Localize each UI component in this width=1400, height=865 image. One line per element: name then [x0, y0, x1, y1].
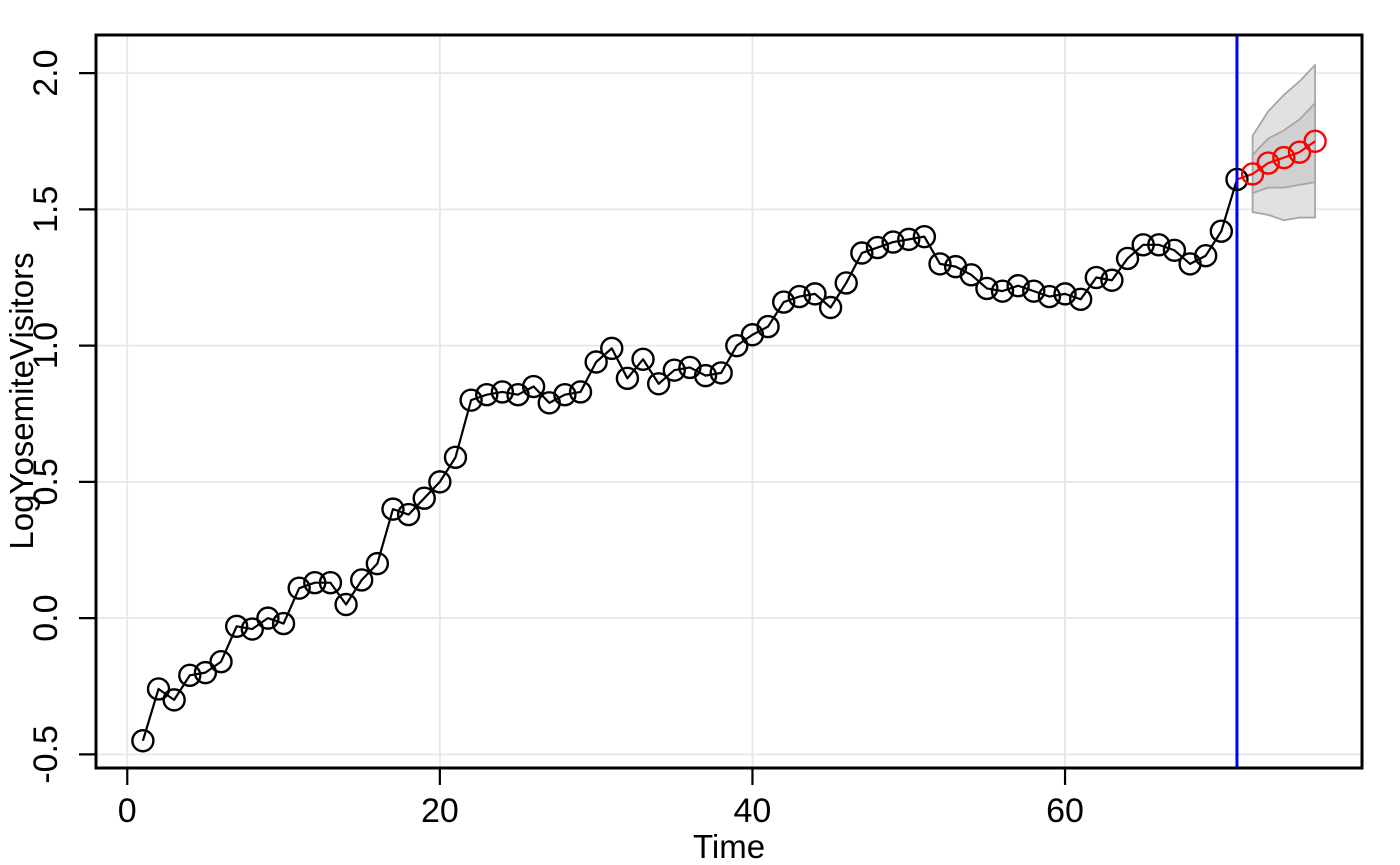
observed-point — [412, 486, 436, 510]
observed-point — [459, 388, 483, 412]
observed-point — [990, 279, 1015, 303]
observed-point — [725, 333, 749, 358]
observed-point — [787, 284, 812, 309]
observed-point — [1037, 284, 1062, 309]
observed-point — [350, 568, 374, 592]
observed-point — [287, 576, 311, 600]
observed-point — [303, 571, 327, 595]
observed-point — [1209, 219, 1234, 243]
observed-point — [615, 366, 640, 391]
x-tick-label: 20 — [421, 792, 459, 830]
observed-point — [1194, 244, 1218, 268]
observed-point — [772, 290, 796, 314]
observed-point — [975, 276, 999, 301]
observed-point — [396, 502, 421, 527]
observed-point — [490, 380, 515, 404]
observed-point — [271, 611, 296, 636]
observed-point — [631, 347, 655, 371]
observed-point — [381, 497, 405, 521]
observed-point — [959, 263, 983, 287]
observed-point — [865, 235, 890, 260]
observed-point — [646, 372, 671, 396]
observed-point — [224, 614, 249, 639]
y-tick-label: 0.0 — [27, 594, 65, 641]
observed-point — [1131, 233, 1155, 257]
y-tick-label: 0.5 — [27, 458, 65, 505]
observed-point — [1068, 287, 1093, 312]
observed-point — [318, 571, 343, 595]
observed-point — [1100, 268, 1124, 292]
observed-point — [193, 660, 218, 685]
forecast-line — [1236, 140, 1316, 181]
x-tick-label: 60 — [1046, 792, 1084, 830]
observed-point — [600, 336, 624, 361]
observed-point — [818, 295, 843, 320]
x-axis-title: Time — [692, 828, 766, 865]
observed-point — [1147, 233, 1171, 257]
x-tick-label: 0 — [118, 792, 137, 830]
observed-point — [475, 382, 499, 407]
observed-point — [178, 663, 202, 688]
observed-point — [1053, 282, 1077, 306]
x-tick-label: 40 — [734, 792, 772, 830]
observed-point — [756, 314, 780, 339]
observed-point — [693, 363, 718, 388]
observed-point — [709, 361, 733, 385]
observed-point — [365, 551, 390, 576]
observed-point — [146, 677, 171, 701]
observed-point — [584, 350, 608, 374]
observed-point — [568, 380, 593, 404]
observed-point — [912, 224, 937, 249]
observed-point — [1115, 246, 1140, 271]
forecast-point — [1256, 151, 1280, 175]
observed-point — [443, 445, 468, 470]
forecast-point — [1272, 145, 1296, 170]
observed-point — [162, 688, 186, 712]
forecast-point — [1240, 162, 1265, 186]
y-tick-label: 2.0 — [27, 50, 65, 97]
y-tick-label: 1.0 — [27, 322, 65, 369]
forecast-point — [1303, 129, 1327, 153]
observed-point — [1162, 238, 1187, 262]
observed-point — [1225, 167, 1249, 192]
observed-point — [521, 374, 546, 399]
observed-point — [1006, 273, 1030, 298]
observed-point — [334, 592, 358, 617]
y-axis-title: LogYosemiteVisitors — [3, 252, 40, 550]
observed-point — [553, 382, 577, 407]
observed-point — [881, 230, 905, 254]
observed-point — [1022, 279, 1046, 303]
observed-series-line — [141, 179, 1239, 742]
observed-point — [240, 617, 264, 641]
plot-border — [94, 33, 1364, 770]
y-tick-label: -0.5 — [27, 725, 65, 784]
observed-point — [928, 252, 952, 276]
forecast-point — [1287, 140, 1312, 164]
observed-point — [209, 650, 233, 674]
observed-point — [850, 241, 874, 265]
y-tick-label: 1.5 — [27, 186, 65, 233]
observed-point — [131, 729, 155, 753]
observed-point — [803, 282, 827, 306]
observed-point — [428, 470, 452, 494]
observed-point — [1084, 265, 1108, 290]
observed-point — [897, 227, 921, 252]
observed-point — [662, 358, 686, 382]
observed-point — [834, 271, 858, 295]
observed-point — [256, 606, 280, 630]
